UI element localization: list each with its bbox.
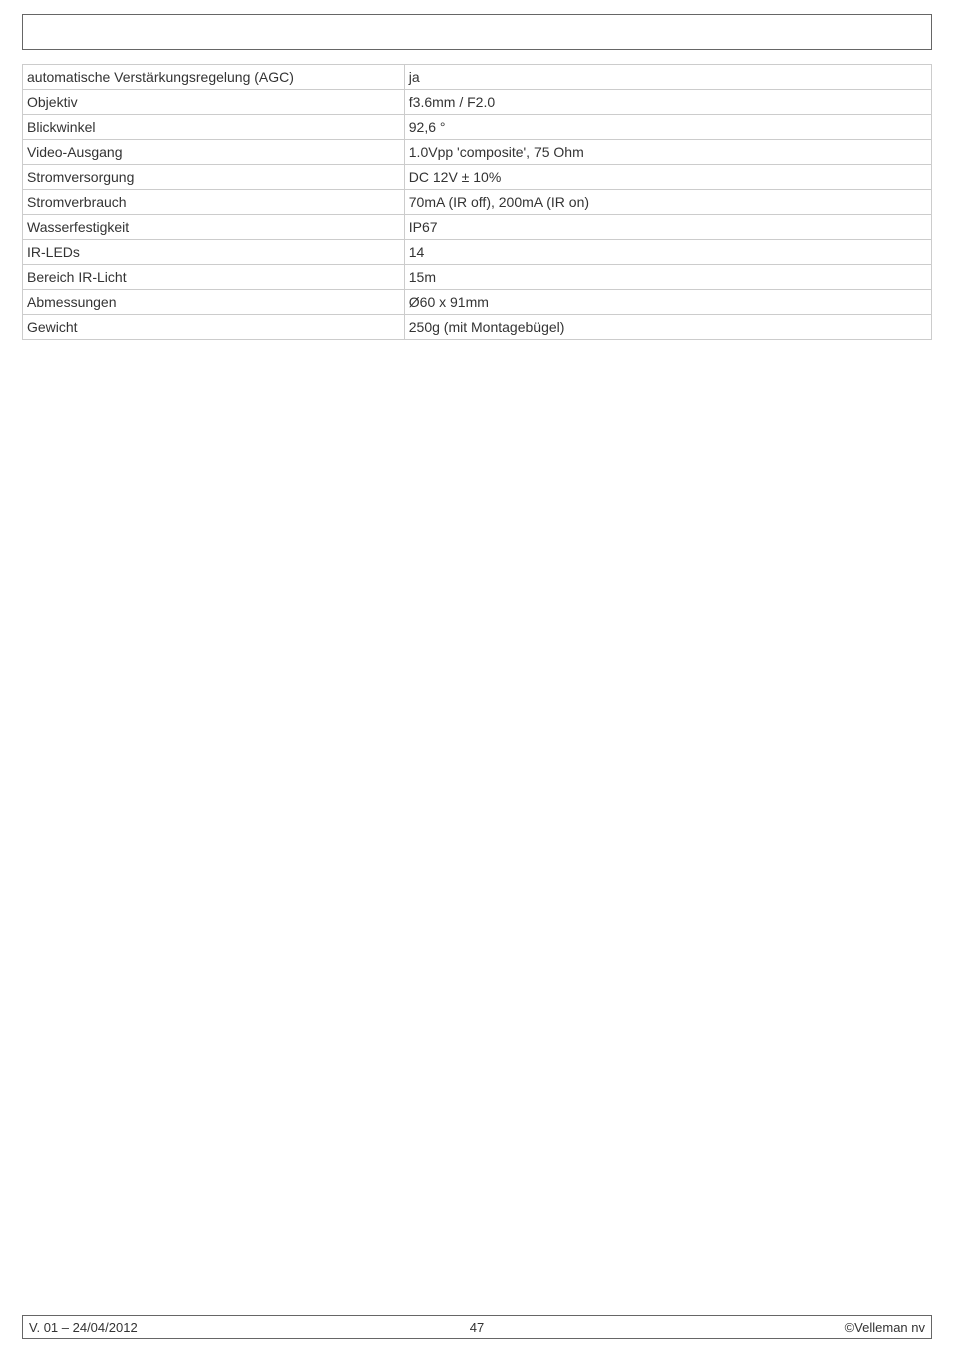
table-row: Abmessungen Ø60 x 91mm: [23, 290, 932, 315]
spec-label: Wasserfestigkeit: [23, 215, 405, 240]
spec-value: DC 12V ± 10%: [404, 165, 931, 190]
spec-label: Stromverbrauch: [23, 190, 405, 215]
table-row: Stromverbrauch 70mA (IR off), 200mA (IR …: [23, 190, 932, 215]
spec-value: 15m: [404, 265, 931, 290]
spec-label: Abmessungen: [23, 290, 405, 315]
table-row: Objektiv f3.6mm / F2.0: [23, 90, 932, 115]
page: automatische Verstärkungsregelung (AGC) …: [0, 0, 954, 1351]
header-box: [22, 14, 932, 50]
spec-label: Objektiv: [23, 90, 405, 115]
table-row: Gewicht 250g (mit Montagebügel): [23, 315, 932, 340]
spec-value: IP67: [404, 215, 931, 240]
table-row: Video-Ausgang 1.0Vpp 'composite', 75 Ohm: [23, 140, 932, 165]
spec-value: 14: [404, 240, 931, 265]
spec-label: Bereich IR-Licht: [23, 265, 405, 290]
spec-value: Ø60 x 91mm: [404, 290, 931, 315]
footer: V. 01 – 24/04/2012 47 ©Velleman nv: [22, 1315, 932, 1339]
table-row: automatische Verstärkungsregelung (AGC) …: [23, 65, 932, 90]
spec-label: IR-LEDs: [23, 240, 405, 265]
spec-label: automatische Verstärkungsregelung (AGC): [23, 65, 405, 90]
spec-value: 250g (mit Montagebügel): [404, 315, 931, 340]
spec-label: Stromversorgung: [23, 165, 405, 190]
spec-value: f3.6mm / F2.0: [404, 90, 931, 115]
spec-label: Video-Ausgang: [23, 140, 405, 165]
specs-table: automatische Verstärkungsregelung (AGC) …: [22, 64, 932, 340]
table-row: IR-LEDs 14: [23, 240, 932, 265]
footer-copyright: ©Velleman nv: [845, 1320, 925, 1335]
spec-label: Blickwinkel: [23, 115, 405, 140]
spec-value: ja: [404, 65, 931, 90]
table-row: Wasserfestigkeit IP67: [23, 215, 932, 240]
footer-version: V. 01 – 24/04/2012: [29, 1320, 138, 1335]
table-row: Stromversorgung DC 12V ± 10%: [23, 165, 932, 190]
spec-label: Gewicht: [23, 315, 405, 340]
spec-value: 1.0Vpp 'composite', 75 Ohm: [404, 140, 931, 165]
table-row: Bereich IR-Licht 15m: [23, 265, 932, 290]
spec-value: 92,6 °: [404, 115, 931, 140]
footer-page-number: 47: [23, 1320, 931, 1335]
spec-value: 70mA (IR off), 200mA (IR on): [404, 190, 931, 215]
table-row: Blickwinkel 92,6 °: [23, 115, 932, 140]
